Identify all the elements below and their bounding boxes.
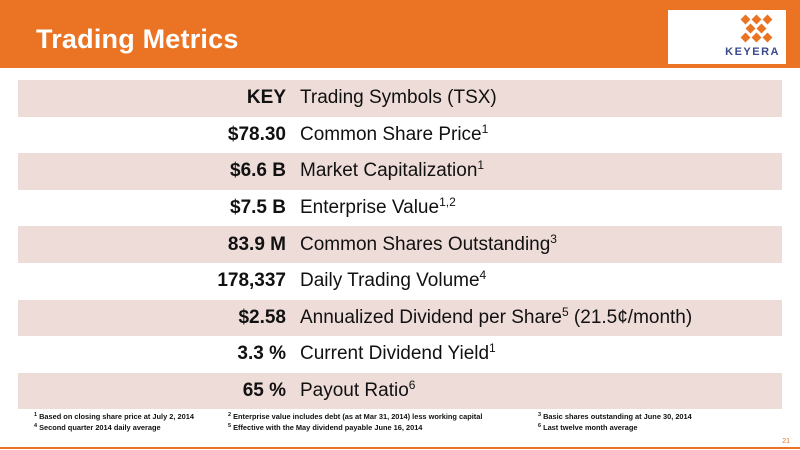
keyera-logo-icon [740, 14, 773, 43]
metric-value: $6.6 B [230, 160, 286, 182]
footnote: 1 Based on closing share price at July 2,… [34, 412, 194, 421]
metric-value: 65 % [242, 380, 286, 402]
metric-label: Current Dividend Yield1 [300, 341, 496, 365]
footnote-ref: 6 [408, 378, 416, 393]
metric-label: Trading Symbols (TSX) [300, 87, 497, 109]
footnote-ref: 5 [561, 304, 569, 319]
footer-divider [0, 447, 800, 449]
footnote: 3 Basic shares outstanding at June 30, 20… [538, 412, 692, 421]
metric-label: Enterprise Value1,2 [300, 195, 456, 219]
metric-value: $7.5 B [230, 197, 286, 219]
footnote-ref: 3 [550, 231, 557, 246]
footnote-ref: 1 [477, 158, 485, 173]
metric-label: Common Share Price1 [300, 121, 489, 145]
table-row: $6.6 B Market Capitalization1 [18, 153, 782, 190]
metric-value: $78.30 [227, 123, 286, 145]
metrics-table: KEY Trading Symbols (TSX) $78.30 Common … [18, 80, 782, 410]
metric-value: KEY [246, 87, 286, 109]
company-logo: KEYERA [668, 10, 786, 64]
page-number: 21 [782, 438, 790, 445]
table-row: 83.9 M Common Shares Outstanding3 [18, 226, 782, 263]
metric-value: 83.9 M [227, 233, 286, 255]
table-row: $78.30 Common Share Price1 [18, 117, 782, 154]
footnote: 2 Enterprise value includes debt (as at M… [228, 412, 483, 421]
footnote: 6 Last twelve month average [538, 423, 638, 432]
metric-value: $2.58 [238, 306, 286, 328]
footnote: 5 Effective with the May dividend payable… [228, 423, 423, 432]
footnotes-col-2: 2 Enterprise value includes debt (as at M… [228, 411, 482, 433]
table-row: $2.58 Annualized Dividend per Share5 (21… [18, 299, 782, 337]
metric-label: Payout Ratio6 [300, 378, 416, 402]
table-row: 3.3 % Current Dividend Yield1 [18, 336, 782, 373]
table-row: 178,337 Daily Trading Volume4 [18, 263, 782, 300]
footnote-ref: 4 [479, 268, 487, 283]
table-row: KEY Trading Symbols (TSX) [18, 80, 782, 117]
table-row: $7.5 B Enterprise Value1,2 [18, 190, 782, 227]
footnote-ref: 1 [481, 121, 489, 136]
metric-value: 178,337 [217, 270, 286, 292]
footnotes-col-1: 1 Based on closing share price at July 2,… [34, 411, 194, 433]
metric-label: Common Shares Outstanding3 [300, 231, 557, 255]
metric-label: Annualized Dividend per Share5 (21.5¢/mo… [300, 304, 693, 328]
page-title: Trading Metrics [36, 24, 239, 54]
footnotes-col-3: 3 Basic shares outstanding at June 30, 20… [538, 411, 692, 433]
metric-label: Market Capitalization1 [300, 158, 485, 182]
table-row: 65 % Payout Ratio6 [18, 372, 782, 410]
metric-label: Daily Trading Volume4 [300, 268, 487, 292]
metric-value: 3.3 % [237, 343, 286, 365]
footnote-ref: 1,2 [439, 195, 456, 210]
header-bar: Trading Metrics KEYERA [0, 0, 800, 68]
footnote: 4 Second quarter 2014 daily average [34, 423, 161, 432]
footnote-ref: 1 [489, 341, 496, 356]
logo-wordmark: KEYERA [725, 46, 780, 58]
